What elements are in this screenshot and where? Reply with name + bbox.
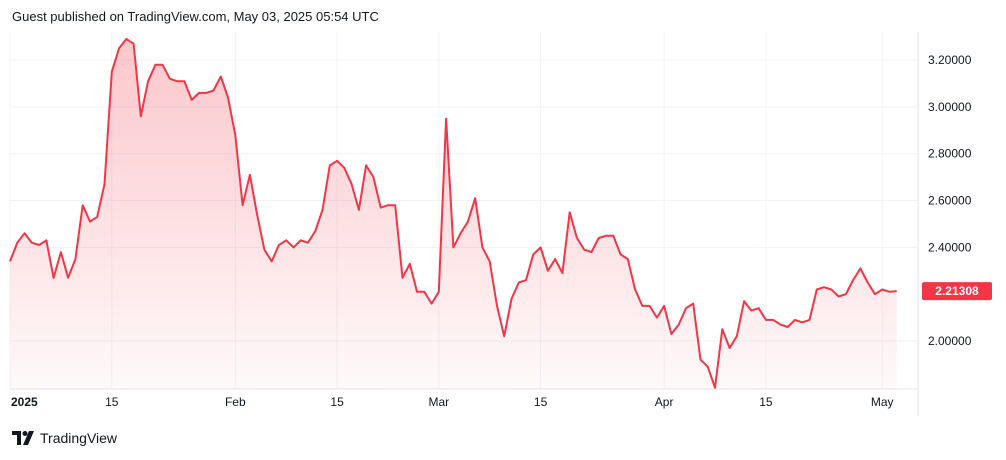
y-tick-label: 2.40000 (928, 240, 972, 254)
published-header: Guest published on TradingView.com, May … (12, 9, 379, 24)
y-axis-ticks: 3.20000 3.00000 2.80000 2.60000 2.40000 2.000… (928, 53, 972, 348)
x-tick-label: 15 (534, 395, 548, 409)
footer-brand[interactable]: TradingView (12, 430, 117, 446)
y-tick-label: 2.60000 (928, 194, 972, 208)
brand-name: TradingView (40, 430, 118, 446)
x-axis-ticks: 2025 15 Feb 15 Mar 15 Apr 15 May (11, 395, 894, 409)
x-tick-label: May (871, 395, 894, 409)
y-tick-label: 2.00000 (928, 334, 972, 348)
y-tick-label: 3.20000 (928, 53, 972, 67)
x-tick-label: Feb (225, 395, 246, 409)
x-tick-label: Mar (428, 395, 449, 409)
tradingview-logo-icon (12, 431, 34, 445)
last-value-marker: 2.21308 (922, 282, 992, 301)
price-series-line (9, 38, 897, 389)
x-tick-label: 15 (105, 395, 119, 409)
y-tick-label: 2.80000 (928, 147, 972, 161)
y-tick-label: 3.00000 (928, 100, 972, 114)
x-tick-label: 15 (759, 395, 773, 409)
x-tick-label: Apr (655, 395, 674, 409)
last-value-badge (922, 282, 992, 301)
x-tick-label: 2025 (11, 395, 38, 409)
x-tick-label: 15 (330, 395, 344, 409)
last-value-label: 2.21308 (935, 284, 979, 298)
price-area-fill (10, 39, 897, 389)
